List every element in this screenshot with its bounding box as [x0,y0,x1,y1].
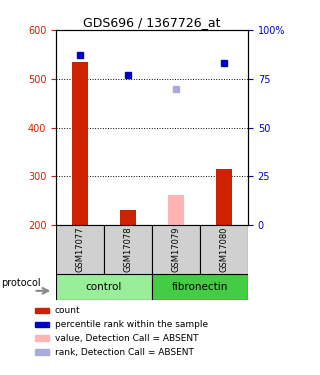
Text: GSM17080: GSM17080 [220,226,228,272]
Bar [56,225,104,274]
Bar [104,225,152,274]
Bar [152,225,200,274]
Bar [35,308,49,314]
Bar [72,62,88,225]
Title: GDS696 / 1367726_at: GDS696 / 1367726_at [83,16,221,29]
Text: fibronectin: fibronectin [172,282,228,292]
Text: count: count [54,306,80,315]
Text: GSM17079: GSM17079 [172,226,180,272]
Bar [120,210,136,225]
Bar [152,274,248,300]
Bar [56,274,152,300]
Text: GSM17077: GSM17077 [76,226,84,272]
Text: control: control [86,282,122,292]
Text: rank, Detection Call = ABSENT: rank, Detection Call = ABSENT [54,348,193,357]
Text: value, Detection Call = ABSENT: value, Detection Call = ABSENT [54,334,198,343]
Bar [216,169,232,225]
Text: GSM17078: GSM17078 [124,226,132,272]
Bar [35,350,49,355]
Bar [200,225,248,274]
Text: percentile rank within the sample: percentile rank within the sample [54,320,208,329]
Bar [168,195,184,225]
Bar [35,321,49,327]
Bar [35,336,49,341]
Text: protocol: protocol [1,278,41,288]
